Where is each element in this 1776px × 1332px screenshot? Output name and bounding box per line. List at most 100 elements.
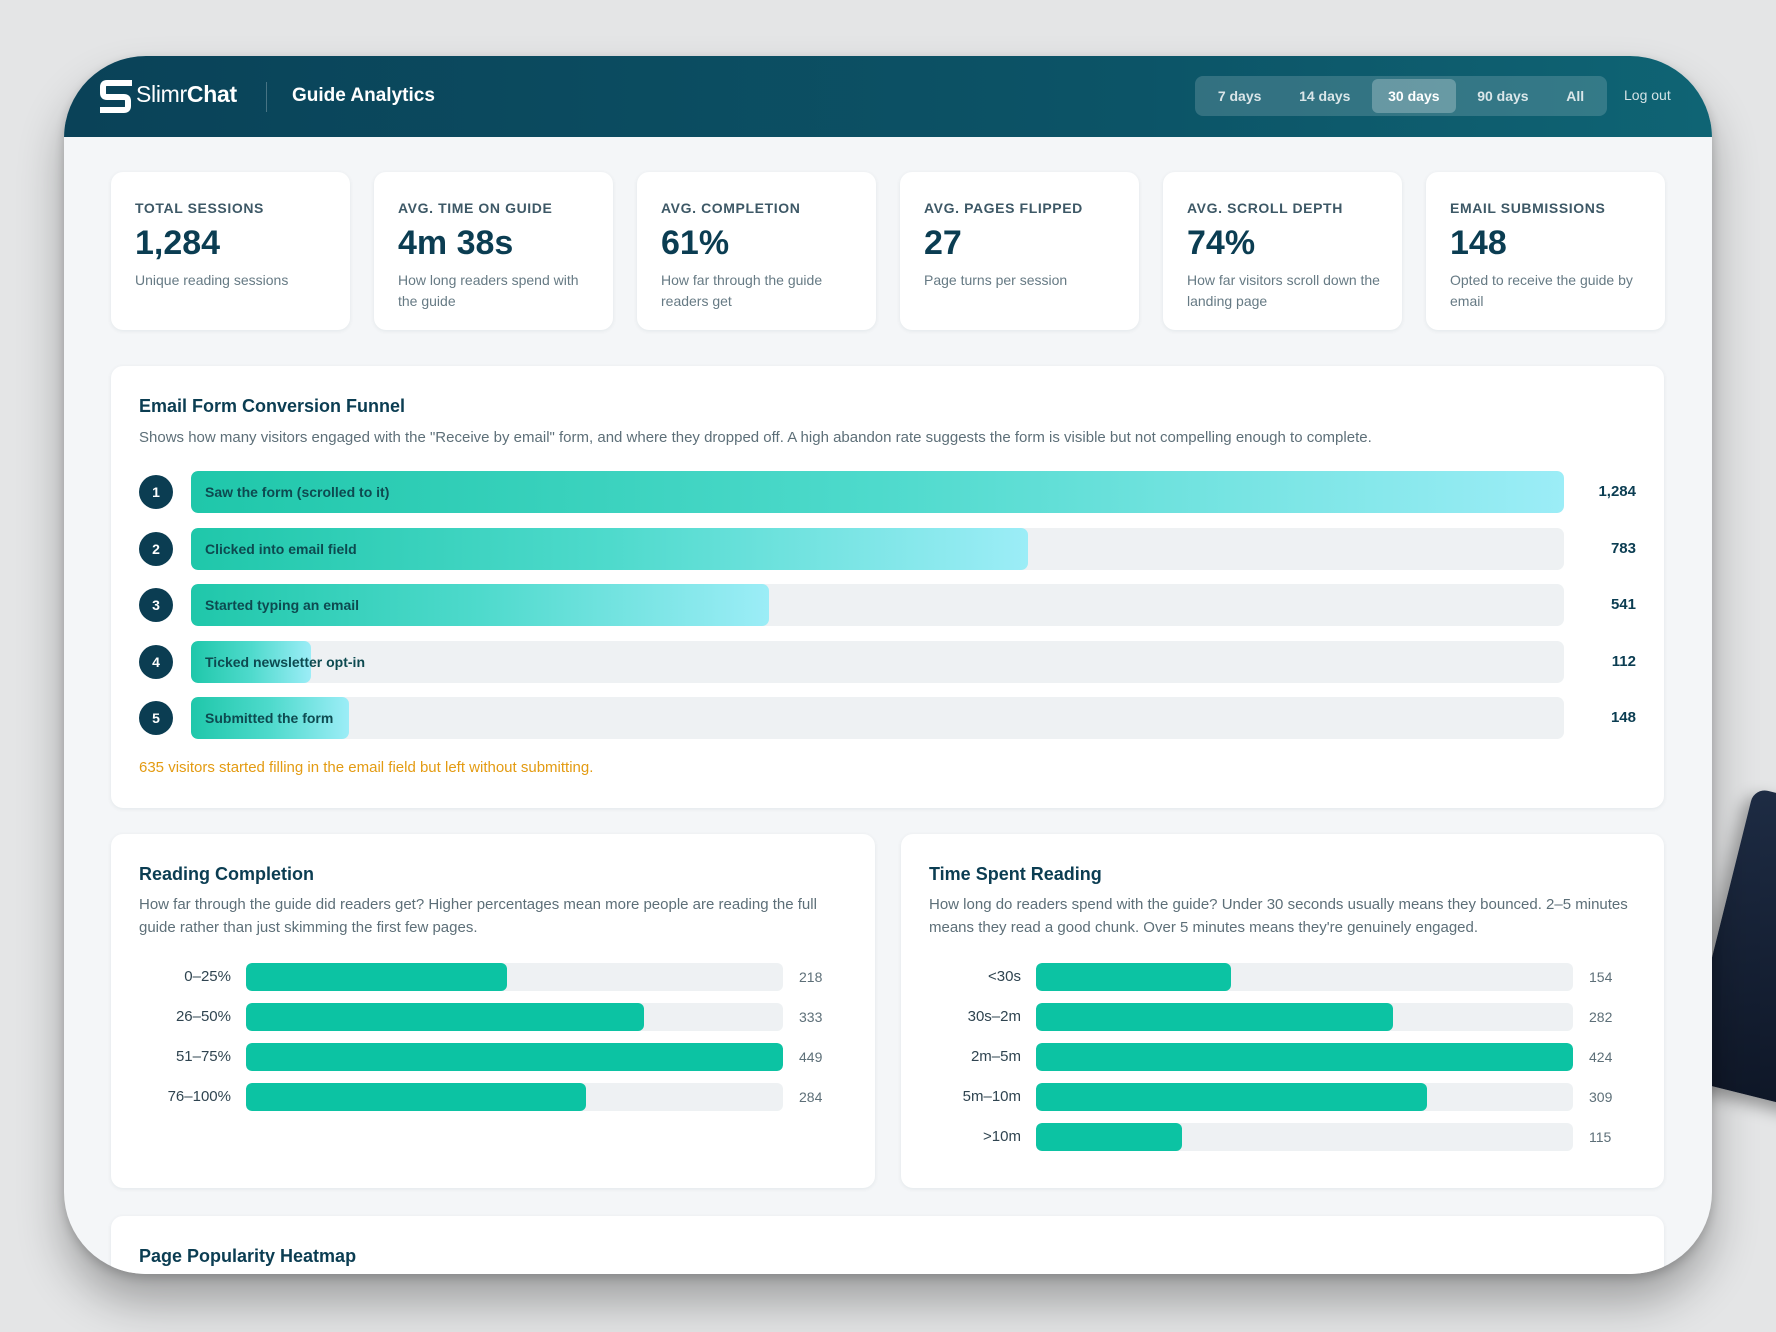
funnel-step-value: 112 [1611, 652, 1636, 670]
stat-description: Opted to receive the guide by email [1450, 272, 1633, 309]
range-14-days-button[interactable]: 14 days [1299, 88, 1351, 104]
time-spent-bar-track [1036, 1043, 1573, 1071]
stat-value: 27 [924, 224, 962, 262]
time-spent-bar [1036, 1003, 1393, 1031]
completion-row-label: 51–75% [175, 1048, 231, 1065]
stat-label: TOTAL SESSIONS [135, 200, 264, 216]
completion-bar-track [246, 1083, 783, 1111]
time-spent-bar-track [1036, 1123, 1573, 1151]
funnel-step-number: 5 [139, 701, 173, 735]
funnel-card: Email Form Conversion Funnel Shows how m… [111, 366, 1664, 808]
time-spent-row-label: 5m–10m [962, 1088, 1021, 1105]
time-spent-row-value: 282 [1589, 1009, 1613, 1025]
stat-card-avg-completion: AVG. COMPLETION 61% How far through the … [637, 172, 876, 330]
stat-description: Page turns per session [924, 272, 1068, 288]
stat-card-avg-time: AVG. TIME ON GUIDE 4m 38s How long reade… [374, 172, 613, 330]
completion-bar-track [246, 963, 783, 991]
completion-bar [246, 1083, 586, 1111]
funnel-bar-track: Saw the form (scrolled to it) [191, 471, 1564, 513]
stat-description: How long readers spend with the guide [398, 272, 579, 309]
completion-bar [246, 1043, 783, 1071]
funnel-bar-track: Ticked newsletter opt-in [191, 640, 1564, 683]
time-spent-bar-track [1036, 1083, 1573, 1111]
range-30-days-button[interactable]: 30 days [1372, 79, 1456, 113]
brand-name[interactable]: SlimrChat [136, 81, 237, 108]
completion-bar [246, 1003, 644, 1031]
time-spent-row-label: >10m [983, 1128, 1021, 1145]
completion-bar-track [246, 1043, 783, 1071]
range-7-days-button[interactable]: 7 days [1217, 88, 1262, 104]
stat-value: 4m 38s [398, 224, 514, 262]
logout-link[interactable]: Log out [1624, 87, 1671, 103]
time-spent-bar-track [1036, 1003, 1573, 1031]
time-spent-row-label: <30s [988, 968, 1021, 985]
abandon-warning: 635 visitors started filling in the emai… [139, 759, 594, 776]
time-spent-description: How long do readers spend with the guide… [929, 896, 1628, 936]
time-spent-bar [1036, 1123, 1182, 1151]
time-spent-row-value: 424 [1589, 1049, 1613, 1065]
completion-bar [246, 963, 507, 991]
funnel-bar [191, 697, 349, 739]
brand-name-bold: Chat [186, 81, 237, 107]
reading-completion-title: Reading Completion [139, 864, 314, 884]
header-divider [266, 82, 267, 112]
funnel-bar-track: Clicked into email field [191, 527, 1564, 570]
funnel-bar [191, 471, 1564, 513]
stat-value: 1,284 [135, 224, 221, 262]
time-spent-row-value: 154 [1589, 969, 1613, 985]
stat-card-email-submissions: EMAIL SUBMISSIONS 148 Opted to receive t… [1426, 172, 1665, 330]
stat-label: AVG. PAGES FLIPPED [924, 200, 1083, 216]
completion-row-value: 218 [799, 969, 823, 985]
range-all-button[interactable]: All [1566, 88, 1585, 104]
stat-card-avg-pages: AVG. PAGES FLIPPED 27 Page turns per ses… [900, 172, 1139, 330]
stat-description: Unique reading sessions [135, 272, 289, 288]
page-title: Guide Analytics [292, 85, 435, 106]
funnel-step-value: 783 [1610, 539, 1636, 557]
reading-completion-card: Reading Completion How far through the g… [111, 834, 875, 1188]
range-90-days-button[interactable]: 90 days [1477, 88, 1529, 104]
completion-row-value: 284 [799, 1089, 823, 1105]
funnel-step-label: Saw the form (scrolled to it) [205, 484, 390, 500]
completion-bar-track [246, 1003, 783, 1031]
funnel-bar-track: Started typing an email [191, 584, 1564, 626]
dashboard-window: SlimrChat Guide Analytics 7 days 14 days… [64, 56, 1712, 1274]
funnel-step-label: Ticked newsletter opt-in [205, 653, 365, 670]
stat-label: AVG. SCROLL DEPTH [1187, 200, 1343, 216]
reading-completion-description: How far through the guide did readers ge… [139, 896, 817, 936]
funnel-title: Email Form Conversion Funnel [139, 396, 406, 416]
funnel-step-value: 541 [1610, 596, 1636, 613]
completion-row-label: 26–50% [175, 1008, 231, 1025]
time-spent-row-value: 115 [1589, 1129, 1612, 1145]
stat-value: 148 [1450, 224, 1507, 262]
stat-description: How far through the guide readers get [661, 272, 823, 309]
completion-row-label: 0–25% [184, 968, 231, 985]
time-spent-card: Time Spent Reading How long do readers s… [901, 834, 1664, 1188]
stat-description: How far visitors scroll down the landing… [1187, 272, 1380, 309]
app-header: SlimrChat Guide Analytics 7 days 14 days… [64, 56, 1712, 137]
stat-card-total-sessions: TOTAL SESSIONS 1,284 Unique reading sess… [111, 172, 350, 330]
time-spent-row-label: 30s–2m [967, 1008, 1021, 1025]
funnel-step-label: Started typing an email [205, 597, 360, 613]
time-spent-bar [1036, 963, 1231, 991]
funnel-step-number: 4 [139, 644, 173, 679]
funnel-step-label: Clicked into email field [205, 540, 357, 557]
stat-value: 61% [661, 224, 730, 262]
funnel-bar [191, 527, 1028, 570]
funnel-step-value: 148 [1610, 709, 1636, 726]
completion-row-label: 76–100% [167, 1088, 231, 1105]
funnel-bar [191, 640, 311, 683]
stat-label: AVG. COMPLETION [661, 200, 801, 216]
stat-label: AVG. TIME ON GUIDE [398, 200, 553, 216]
time-spent-bar [1036, 1043, 1573, 1071]
funnel-step-number: 2 [139, 531, 173, 566]
time-spent-row-label: 2m–5m [970, 1048, 1021, 1065]
stat-label: EMAIL SUBMISSIONS [1450, 200, 1606, 216]
time-spent-title: Time Spent Reading [929, 864, 1102, 884]
time-spent-bar-track [1036, 963, 1573, 991]
funnel-step-label: Submitted the form [205, 710, 334, 726]
completion-row-value: 333 [799, 1009, 823, 1025]
completion-row-value: 449 [799, 1049, 823, 1065]
stat-value: 74% [1187, 224, 1256, 262]
heatmap-card: Page Popularity Heatmap [111, 1216, 1664, 1274]
brand-name-light: Slimr [136, 81, 187, 107]
